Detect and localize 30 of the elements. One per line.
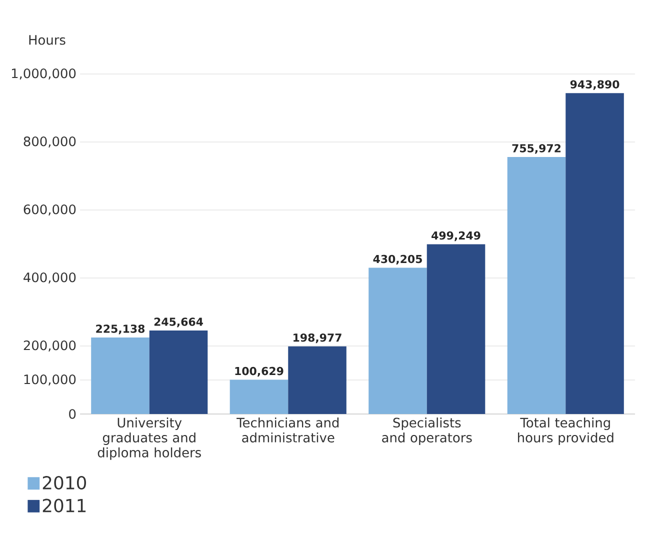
x-tick-label: University graduates and diploma holders (98, 418, 201, 460)
bar (288, 346, 346, 414)
data-label: 198,977 (294, 333, 342, 344)
y-tick-label: 1,000,000 (12, 68, 76, 80)
data-label: 430,205 (373, 254, 422, 265)
legend-label: 2011 (42, 498, 86, 512)
legend-label: 2010 (42, 476, 86, 490)
bar (566, 93, 624, 414)
x-tick-label: Technicians and administrative (236, 418, 339, 442)
y-tick-label: 100,000 (24, 374, 76, 386)
x-tick-label: Specialists and operators (382, 418, 472, 445)
bar (149, 330, 208, 414)
bar (91, 337, 150, 414)
data-label: 755,972 (512, 144, 561, 154)
data-label: 100,629 (235, 366, 284, 377)
bar (426, 244, 486, 414)
bar (230, 380, 288, 414)
y-tick-label: 200,000 (24, 340, 76, 352)
data-label: 245,664 (154, 318, 203, 328)
data-label: 499,249 (432, 231, 480, 242)
y-tick-label: 600,000 (24, 204, 76, 216)
bar (507, 156, 566, 414)
y-axis-title: Hours (29, 35, 66, 45)
data-label: 225,138 (96, 324, 145, 334)
y-tick-label: 800,000 (24, 136, 76, 148)
data-label: 943,890 (570, 80, 620, 90)
y-tick-label: 0 (69, 409, 76, 419)
y-tick-label: 400,000 (24, 272, 76, 284)
bar (368, 268, 427, 414)
x-tick-label: Total teaching hours provided (518, 418, 614, 445)
